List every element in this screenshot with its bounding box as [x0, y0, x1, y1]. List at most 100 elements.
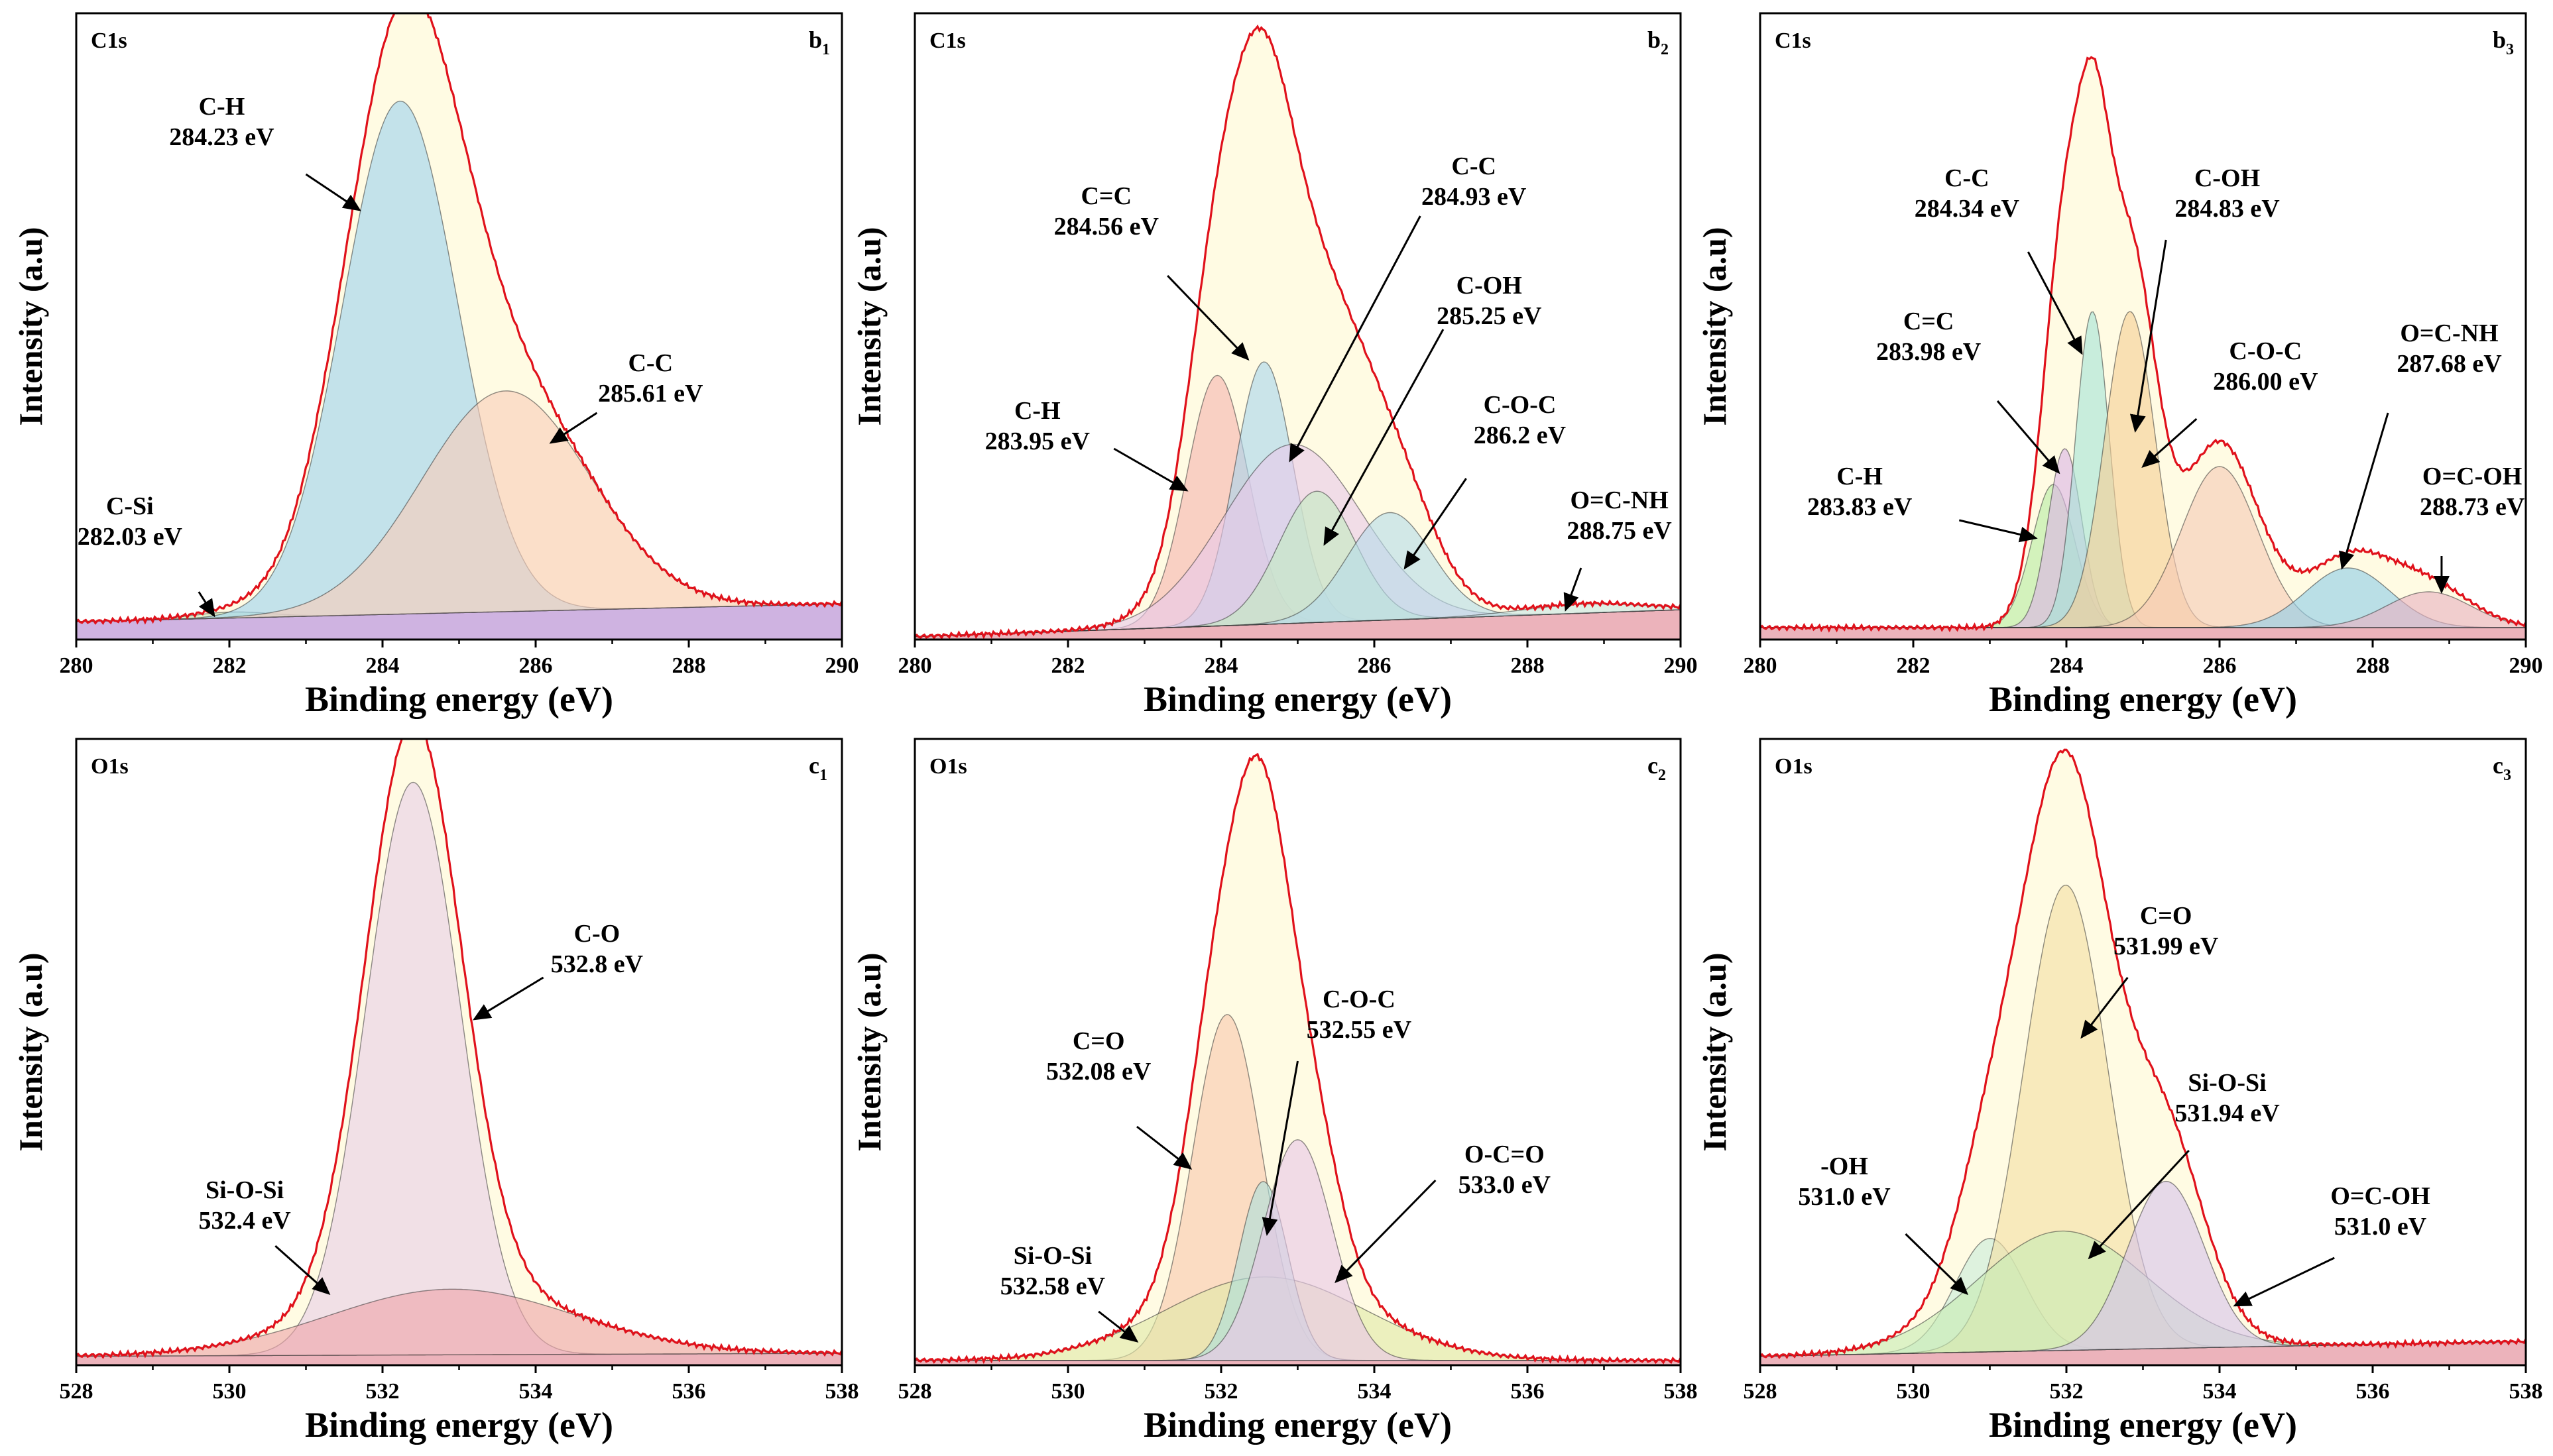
x-tick-label: 282: [1051, 653, 1085, 678]
baseline-fill: [76, 1353, 842, 1365]
plot-area: [1760, 748, 2526, 1365]
annotation-arrow: [2027, 251, 2083, 355]
annotation-label: O=C-NH: [2400, 319, 2498, 347]
annotation-arrow: [2141, 418, 2198, 468]
annotation-energy: 288.75 eV: [1567, 517, 1672, 545]
x-tick-label: 288: [672, 653, 706, 678]
x-tick-label: 538: [2509, 1379, 2543, 1404]
plot-area: [76, 739, 842, 1365]
x-axis-label: Binding energy (eV): [1989, 1405, 2297, 1445]
panel-c1: 528 530 532 534 536 538 Binding energy (eV) Int…: [12, 738, 859, 1445]
x-tick-label: 288: [2356, 653, 2390, 678]
envelope-fill: [915, 28, 1681, 640]
annotation-arrow: [1403, 478, 1467, 570]
annotation-energy: 532.58 eV: [1000, 1272, 1106, 1300]
x-tick-label: 530: [213, 1379, 247, 1404]
annotation-label: C-C: [628, 349, 673, 377]
corner-label: O1s: [929, 754, 967, 779]
baseline-fill: [76, 604, 842, 640]
x-tick-label: 532: [366, 1379, 400, 1404]
x-tick-label: 528: [60, 1379, 93, 1404]
annotation-label: C-O-C: [1484, 391, 1557, 419]
annotation-arrow: [305, 173, 361, 211]
envelope-line: [1760, 748, 2526, 1359]
panel-id: c2: [1647, 752, 1666, 784]
panel-id: c1: [809, 752, 827, 784]
annotation-label: C-O-C: [1323, 985, 1395, 1013]
annotation-energy: 531.99 eV: [2113, 932, 2219, 960]
x-tick-label: 288: [1511, 653, 1545, 678]
annotation-energy: 285.61 eV: [598, 380, 703, 408]
annotation-label: O=C-NH: [1570, 486, 1668, 514]
annotation-arrow: [1958, 519, 2038, 543]
annotation-label: Si-O-Si: [1014, 1242, 1092, 1270]
corner-label: O1s: [91, 754, 129, 779]
x-tick-label: 286: [2203, 653, 2237, 678]
annotation-label: O-C=O: [1464, 1141, 1545, 1168]
x-tick-label: 282: [213, 653, 247, 678]
x-tick-label: 530: [1897, 1379, 1930, 1404]
x-tick-label: 528: [1744, 1379, 1777, 1404]
panel-b2: 280 282 284 286 288 290 Binding energy (eV) Int…: [851, 12, 1698, 719]
envelope-line: [915, 752, 1681, 1365]
panel-subscript: 3: [2503, 767, 2511, 784]
x-tick-label: 280: [898, 653, 932, 678]
x-tick-label: 284: [1205, 653, 1238, 678]
annotation-arrow: [2129, 239, 2167, 433]
x-tick-label: 280: [60, 653, 93, 678]
x-tick-label: 284: [366, 653, 400, 678]
annotation-arrow: [2339, 412, 2389, 570]
panel-b1: 280 282 284 286 288 290 Binding energy (eV) Int…: [12, 12, 859, 719]
annotation-energy: 282.03 eV: [78, 523, 183, 551]
corner-label: C1s: [91, 28, 127, 53]
x-tick-label: 290: [2509, 653, 2543, 678]
corner-label: C1s: [1775, 28, 1811, 53]
envelope-fill: [915, 756, 1681, 1365]
annotation-label: C-O-C: [2229, 337, 2302, 365]
x-axis-label: Binding energy (eV): [1989, 679, 2297, 719]
annotation-arrow: [1563, 567, 1582, 612]
annotation-arrow: [473, 976, 544, 1021]
plot-area: [915, 24, 1681, 640]
plot-area: [1760, 56, 2526, 640]
baseline-fill: [1760, 1341, 2526, 1365]
annotation-arrow: [1262, 1060, 1299, 1236]
annotation-arrow: [1167, 274, 1250, 361]
x-tick-label: 538: [1664, 1379, 1698, 1404]
annotation-arrow: [1323, 329, 1445, 546]
annotation-label: C-C: [1451, 152, 1496, 180]
annotation-label: C-O: [574, 920, 621, 948]
annotation-label: O=C-OH: [2422, 463, 2522, 490]
annotation-label: C=C: [1903, 308, 1954, 335]
peak-o-c-oh: [1760, 1180, 2526, 1357]
panel-subscript: 2: [1658, 767, 1666, 784]
annotation-arrow: [1113, 447, 1189, 492]
x-tick-label: 530: [1051, 1379, 1085, 1404]
x-tick-label: 282: [1897, 653, 1930, 678]
envelope-line: [1760, 56, 2526, 633]
panel-subscript: 3: [2506, 41, 2514, 58]
x-tick-label: 536: [672, 1379, 706, 1404]
envelope-fill: [1760, 750, 2526, 1365]
peak-c-c: [76, 390, 842, 622]
x-tick-label: 286: [519, 653, 553, 678]
x-tick-label: 290: [825, 653, 859, 678]
panel-subscript: 1: [822, 41, 830, 58]
y-axis-label: Intensity (a.u): [12, 952, 49, 1151]
annotation-arrow: [1289, 215, 1421, 463]
annotation-label: C-OH: [1456, 272, 1522, 300]
annotation-energy: 283.98 eV: [1876, 338, 1982, 366]
annotation-arrow: [1905, 1233, 1968, 1296]
annotation-label: C-H: [1836, 463, 1883, 490]
annotation-arrow: [2088, 1149, 2190, 1260]
annotation-arrow: [2233, 1257, 2335, 1307]
peak-si-o-si: [76, 1288, 842, 1357]
x-tick-label: 532: [1205, 1379, 1238, 1404]
annotation-label: -OH: [1820, 1152, 1868, 1180]
annotation-energy: 531.0 eV: [1798, 1183, 1891, 1211]
plot-area: [76, 13, 842, 640]
annotation-arrow: [198, 591, 215, 618]
x-tick-label: 284: [2050, 653, 2084, 678]
panel-id: b2: [1647, 27, 1669, 58]
